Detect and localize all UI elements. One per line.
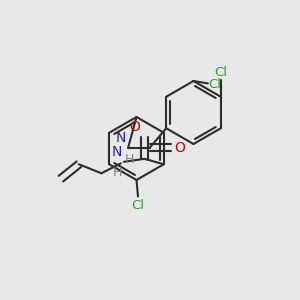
Text: H: H <box>125 153 134 166</box>
Text: H: H <box>113 166 122 179</box>
Text: N: N <box>112 145 122 159</box>
Text: N: N <box>115 131 126 145</box>
Text: Cl: Cl <box>208 77 221 91</box>
Text: Cl: Cl <box>131 199 145 212</box>
Text: Cl: Cl <box>214 66 227 79</box>
Text: O: O <box>129 120 140 134</box>
Text: O: O <box>175 141 185 155</box>
